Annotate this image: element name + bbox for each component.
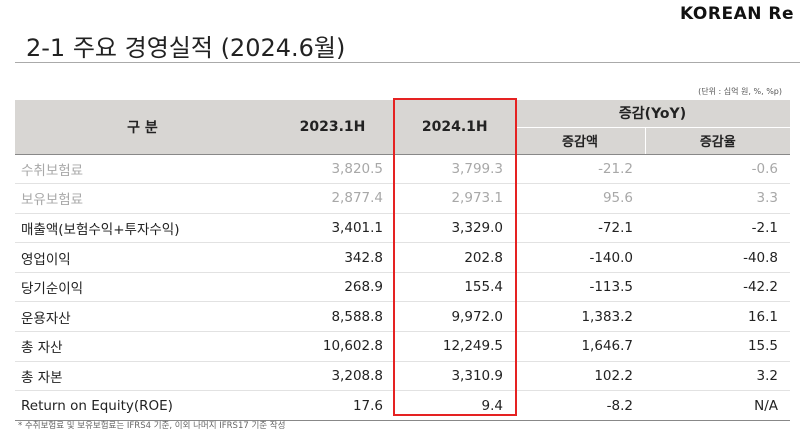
cell: 102.2 (515, 361, 645, 392)
row-label: 운용자산 (15, 301, 270, 333)
cell: -113.5 (515, 272, 645, 303)
column-header: 2023.1H (270, 100, 395, 155)
table-row: 매출액(보험수익+투자수익) 3,401.1 3,329.0 -72.1 -2.1 (15, 213, 791, 244)
row-label: 영업이익 (15, 242, 270, 273)
page-title: 2-1 주요 경영실적 (2024.6월) (26, 34, 346, 62)
cell: 1,383.2 (515, 301, 645, 333)
cell: 3.2 (645, 361, 791, 392)
cell: -2.1 (645, 213, 791, 244)
cell: -140.0 (515, 242, 645, 273)
table-row: 운용자산 8,588.8 9,972.0 1,383.2 16.1 (15, 301, 791, 333)
row-label: 총 자본 (15, 361, 270, 392)
row-label: 보유보험료 (15, 183, 270, 214)
unit-note: (단위 : 십억 원, %, %p) (698, 87, 782, 96)
cell: 15.5 (645, 331, 791, 362)
row-label: 당기순이익 (15, 272, 270, 303)
cell: 3,799.3 (395, 154, 515, 185)
cell: N/A (645, 390, 791, 421)
sub-column-header: 증감율 (644, 127, 791, 155)
table-body: 수취보험료 3,820.5 3,799.3 -21.2 -0.6 보유보험료 2,877.4… (15, 154, 791, 421)
cell: 3,208.8 (270, 361, 395, 392)
cell: 2,877.4 (270, 183, 395, 214)
footnote: * 수취보험료 및 보유보험료는 IFRS4 기준, 이외 나머지 IFRS17… (18, 421, 286, 431)
cell: 3.3 (645, 183, 791, 214)
column-header: 2024.1H (395, 100, 515, 155)
cell: -42.2 (645, 272, 791, 303)
table-row: 총 자산 10,602.8 12,249.5 1,646.7 15.5 (15, 331, 791, 362)
cell: -40.8 (645, 242, 791, 273)
highlight-box (393, 98, 517, 416)
row-label: Return on Equity(ROE) (15, 390, 270, 421)
table-row: 보유보험료 2,877.4 2,973.1 95.6 3.3 (15, 183, 791, 214)
cell: -72.1 (515, 213, 645, 244)
row-label: 매출액(보험수익+투자수익) (15, 213, 270, 244)
cell: 3,310.9 (395, 361, 515, 392)
column-header: 구 분 (15, 100, 270, 155)
cell: 268.9 (270, 272, 395, 303)
table-row: 총 자본 3,208.8 3,310.9 102.2 3.2 (15, 361, 791, 392)
cell: 155.4 (395, 272, 515, 303)
row-label: 수취보험료 (15, 154, 270, 185)
cell: 202.8 (395, 242, 515, 273)
cell: -8.2 (515, 390, 645, 421)
table-row: 영업이익 342.8 202.8 -140.0 -40.8 (15, 242, 791, 273)
cell: 10,602.8 (270, 331, 395, 362)
row-label: 총 자산 (15, 331, 270, 362)
table-row: 수취보험료 3,820.5 3,799.3 -21.2 -0.6 (15, 154, 791, 185)
cell: 342.8 (270, 242, 395, 273)
cell: 17.6 (270, 390, 395, 421)
cell: -0.6 (645, 154, 791, 185)
cell: -21.2 (515, 154, 645, 185)
results-table: 구 분 2023.1H 2024.1H 증감(YoY) 증감액 증감율 수취보험… (15, 100, 791, 421)
cell: 95.6 (515, 183, 645, 214)
sub-column-header: 증감액 (514, 127, 645, 155)
cell: 16.1 (645, 301, 791, 333)
cell: 8,588.8 (270, 301, 395, 333)
cell: 3,820.5 (270, 154, 395, 185)
cell: 9,972.0 (395, 301, 515, 333)
cell: 3,329.0 (395, 213, 515, 244)
table-row: 당기순이익 268.9 155.4 -113.5 -42.2 (15, 272, 791, 303)
cell: 12,249.5 (395, 331, 515, 362)
cell: 3,401.1 (270, 213, 395, 244)
divider (15, 62, 800, 63)
logo: KOREAN Re (680, 4, 794, 24)
cell: 2,973.1 (395, 183, 515, 214)
cell: 1,646.7 (515, 331, 645, 362)
column-header: 증감(YoY) (515, 100, 791, 128)
